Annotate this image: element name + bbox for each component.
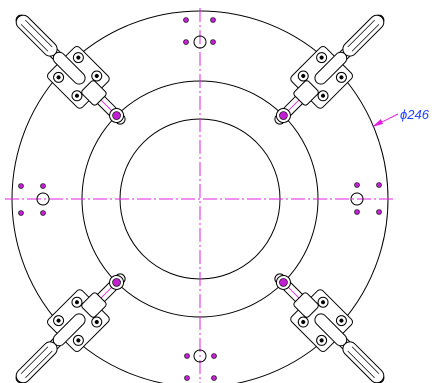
leader-arrow [372, 119, 383, 127]
clamp-top-left [1, 0, 140, 139]
plate [5, 8, 396, 383]
clamp-top-right [260, 0, 399, 139]
clamp-bottom-left [1, 259, 140, 383]
clamp-bottom-right [260, 259, 399, 383]
diameter-label: ϕ246 [400, 107, 430, 122]
